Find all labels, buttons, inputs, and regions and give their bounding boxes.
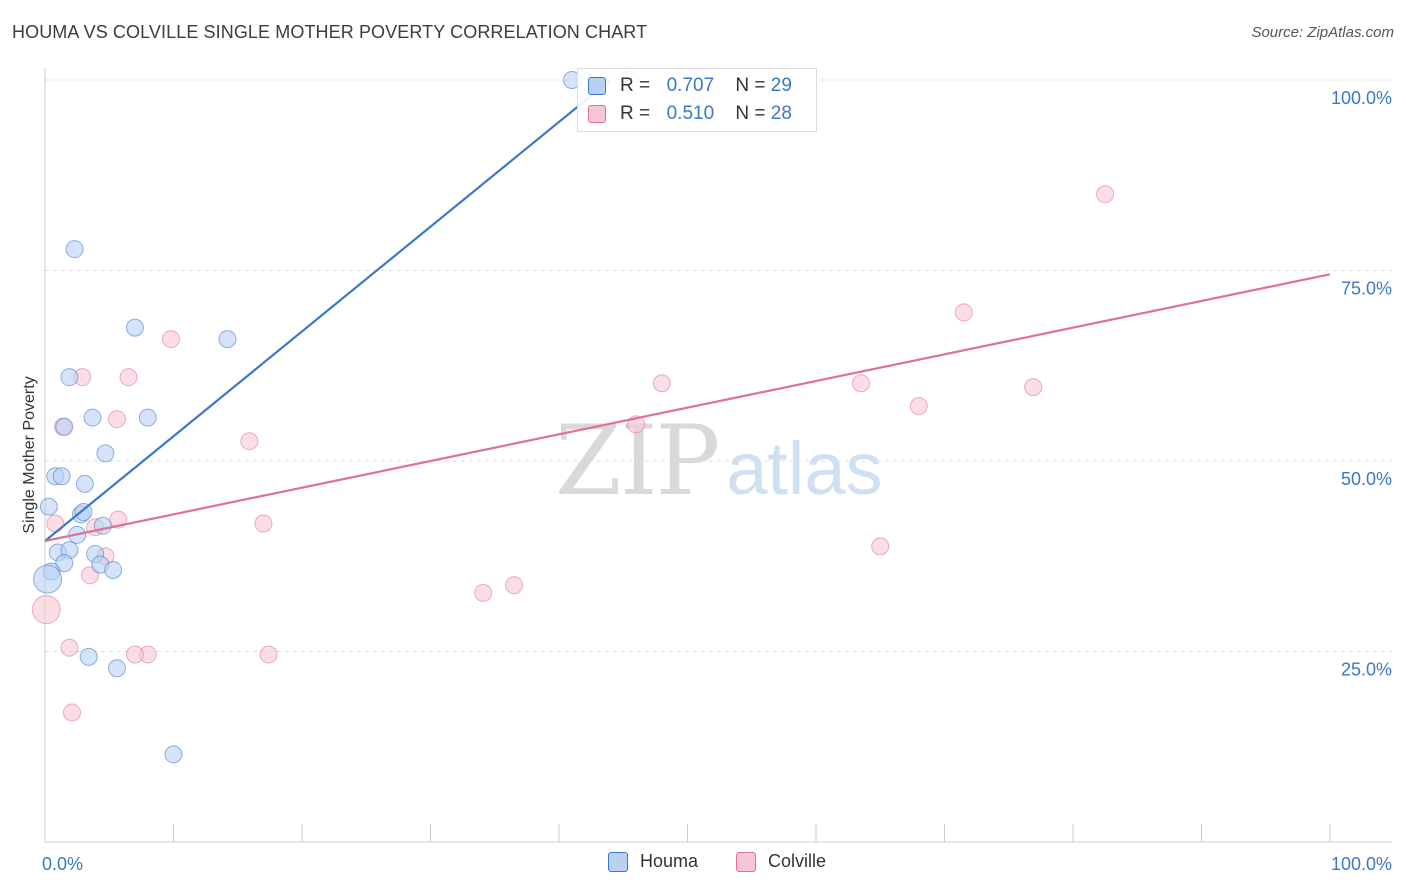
colville-point-25 bbox=[259, 645, 278, 664]
x-tick-label-min: 0.0% bbox=[42, 854, 83, 874]
houma-point-2 bbox=[65, 240, 84, 259]
colville-point-5 bbox=[652, 374, 671, 393]
chart-title: HOUMA VS COLVILLE SINGLE MOTHER POVERTY … bbox=[12, 22, 648, 42]
stats-legend: R = 0.707 N = 29 R = 0.510 N = 28 bbox=[577, 68, 817, 132]
colville-swatch bbox=[588, 105, 606, 123]
colville-point-4 bbox=[119, 368, 138, 387]
legend-swatch-houma bbox=[608, 851, 628, 872]
colville-n-label: N = bbox=[735, 103, 766, 124]
colville-n-value: 28 bbox=[770, 103, 792, 124]
houma-point-12 bbox=[75, 474, 94, 493]
series-legend: Houma Colville bbox=[0, 851, 1406, 877]
colville-point-27 bbox=[125, 645, 144, 664]
houma-point-21 bbox=[55, 554, 74, 573]
houma-point-15 bbox=[74, 503, 93, 522]
colville-point-22 bbox=[31, 595, 61, 625]
trend-lines bbox=[44, 79, 1331, 543]
colville-point-17 bbox=[871, 537, 890, 556]
houma-r-label: R = bbox=[620, 75, 651, 96]
colville-point-8 bbox=[909, 397, 928, 416]
houma-n-value: 29 bbox=[770, 75, 792, 96]
colville-point-0 bbox=[1096, 185, 1115, 204]
houma-point-27 bbox=[107, 659, 126, 678]
axes bbox=[44, 68, 1392, 843]
y-tick-label-25: 25.0% bbox=[1341, 660, 1392, 680]
data-points bbox=[31, 71, 1115, 764]
tick-labels: 25.0% 50.0% 75.0% 100.0% 0.0% 100.0% bbox=[42, 88, 1392, 874]
colville-trend-line bbox=[44, 273, 1331, 543]
colville-point-1 bbox=[954, 303, 973, 322]
y-tick-label-100: 100.0% bbox=[1331, 88, 1392, 108]
watermark-atlas: atlas bbox=[726, 427, 883, 510]
houma-point-25 bbox=[33, 564, 63, 594]
stats-row-houma: R = 0.707 N = 29 bbox=[588, 74, 792, 98]
houma-point-23 bbox=[104, 560, 123, 579]
colville-point-15 bbox=[46, 514, 65, 533]
houma-point-4 bbox=[218, 330, 237, 349]
houma-point-11 bbox=[52, 467, 71, 486]
houma-point-16 bbox=[93, 516, 112, 535]
houma-point-3 bbox=[125, 318, 144, 337]
colville-point-21 bbox=[474, 583, 493, 602]
houma-point-7 bbox=[138, 408, 157, 427]
houma-point-13 bbox=[39, 497, 58, 516]
colville-point-14 bbox=[254, 514, 273, 533]
colville-r-label: R = bbox=[620, 103, 651, 124]
colville-point-23 bbox=[60, 638, 79, 657]
colville-point-20 bbox=[505, 576, 524, 595]
houma-point-26 bbox=[79, 647, 98, 666]
y-tick-label-50: 50.0% bbox=[1341, 469, 1392, 489]
y-tick-label-75: 75.0% bbox=[1341, 279, 1392, 299]
colville-point-7 bbox=[1024, 378, 1043, 397]
colville-point-9 bbox=[107, 410, 126, 429]
legend-item-colville[interactable]: Colville bbox=[736, 851, 826, 872]
houma-point-6 bbox=[83, 408, 102, 427]
grid-lines bbox=[45, 79, 1392, 652]
houma-n-label: N = bbox=[735, 75, 766, 96]
legend-item-houma[interactable]: Houma bbox=[608, 851, 698, 872]
legend-label-colville: Colville bbox=[768, 851, 827, 871]
houma-point-9 bbox=[96, 444, 115, 463]
legend-swatch-colville bbox=[736, 851, 756, 872]
houma-swatch bbox=[588, 77, 606, 95]
colville-point-2 bbox=[161, 330, 180, 349]
houma-point-5 bbox=[60, 368, 79, 387]
source-label: Source: ZipAtlas.com bbox=[1251, 24, 1394, 41]
colville-point-26 bbox=[62, 703, 81, 722]
colville-point-12 bbox=[240, 432, 259, 451]
houma-point-8 bbox=[55, 417, 74, 436]
houma-r-value: 0.707 bbox=[666, 75, 715, 96]
houma-trend-line bbox=[44, 79, 612, 542]
houma-point-28 bbox=[164, 745, 183, 764]
x-tick-label-max: 100.0% bbox=[1331, 854, 1392, 874]
stats-row-colville: R = 0.510 N = 28 bbox=[588, 102, 792, 126]
legend-label-houma: Houma bbox=[640, 851, 699, 871]
colville-r-value: 0.510 bbox=[666, 103, 715, 124]
colville-point-6 bbox=[851, 374, 870, 393]
